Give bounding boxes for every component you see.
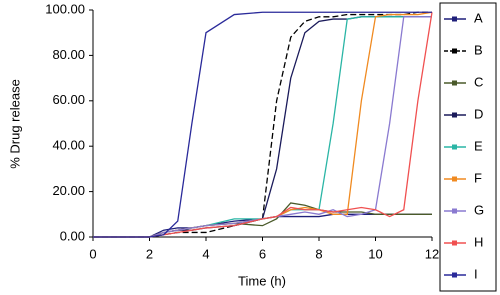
- x-tick-label: 0: [89, 246, 96, 261]
- y-tick-label: 20.00: [52, 183, 85, 198]
- series-line: [93, 16, 432, 238]
- series-line: [93, 16, 432, 238]
- legend-marker: [452, 272, 457, 278]
- series-line: [93, 11, 433, 238]
- legend-label: E: [474, 138, 483, 153]
- legend-label: B: [474, 42, 483, 57]
- x-tick-label: 12: [425, 246, 439, 261]
- y-axis-label: % Drug release: [7, 79, 22, 169]
- y-tick-label: 40.00: [52, 138, 85, 153]
- y-tick-label: 80.00: [52, 47, 85, 62]
- x-tick-label: 8: [315, 246, 322, 261]
- y-tick-label: 60.00: [52, 92, 85, 107]
- legend-marker: [452, 112, 457, 118]
- x-axis-label: Time (h): [238, 273, 286, 288]
- x-tick-label: 4: [202, 246, 209, 261]
- legend-label: F: [474, 170, 482, 185]
- x-tick-label: 2: [146, 246, 153, 261]
- x-tick-label: 10: [368, 246, 382, 261]
- series-line: [93, 11, 432, 238]
- legend-label: H: [474, 234, 483, 249]
- legend-label: D: [474, 106, 483, 121]
- legend-label: I: [474, 266, 478, 281]
- legend-marker: [452, 176, 457, 182]
- series-line: [93, 11, 432, 238]
- legend-marker: [452, 48, 457, 54]
- legend-label: G: [474, 202, 484, 217]
- series-line: [93, 16, 432, 238]
- legend-marker: [452, 16, 457, 22]
- y-tick-label: 100.00: [45, 1, 85, 16]
- legend-marker: [452, 208, 457, 214]
- legend-label: A: [474, 10, 483, 25]
- legend-marker: [452, 240, 457, 246]
- x-tick-label: 6: [259, 246, 266, 261]
- y-tick-label: 0.00: [60, 228, 85, 243]
- legend-label: C: [474, 74, 483, 89]
- series-line: [93, 202, 432, 238]
- legend-marker: [452, 80, 457, 86]
- legend-marker: [452, 144, 457, 150]
- series-line: [93, 12, 433, 238]
